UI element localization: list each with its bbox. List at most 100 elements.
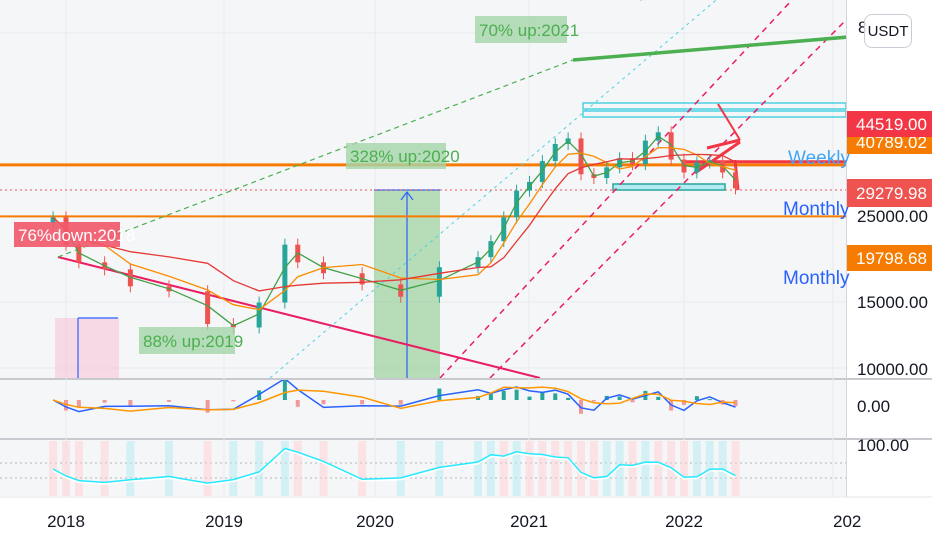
oscillator-background-bar <box>512 441 521 496</box>
zone-label-monthly: Monthly <box>783 199 850 220</box>
oscillator-pane <box>0 440 846 496</box>
oscillator-background-bar <box>280 441 289 496</box>
macd-histogram-bar <box>733 400 738 407</box>
oscillator-background-bar <box>628 441 637 496</box>
price-badge-44519-box <box>847 111 932 137</box>
macd-histogram-bar <box>553 393 558 400</box>
moving-average-orange <box>52 146 736 311</box>
macd-histogram-bar <box>630 400 635 403</box>
overlays-layer <box>52 135 736 327</box>
oscillator-background-bar <box>731 441 740 496</box>
macd-histogram-bar <box>514 389 519 400</box>
macd-histogram-bar <box>694 396 699 400</box>
oscillator-background-bar <box>396 441 405 496</box>
macd-histogram-bar <box>591 400 596 402</box>
oscillator-background-bar <box>680 441 688 496</box>
price-badge-19798-label: 19798.68 <box>856 249 927 268</box>
oscillator-background-bar <box>165 441 173 496</box>
x-tick-label: 2019 <box>205 512 243 531</box>
oscillator-background-bar <box>62 441 70 496</box>
macd-tick-label: 0.00 <box>857 397 890 416</box>
x-tick-label: 2021 <box>510 512 548 531</box>
moving-average-green <box>52 135 736 327</box>
price-badge-44519: 44519.00 <box>847 111 932 137</box>
candle-body <box>282 244 288 303</box>
oscillator-background-bar <box>615 441 624 496</box>
oscillator-background-bar <box>293 441 302 496</box>
macd-histogram-bar <box>102 400 107 403</box>
macd-histogram-bar <box>76 400 81 407</box>
annotation-2020[interactable]: 328% up:2020 <box>346 143 460 169</box>
annotation-2019-box <box>139 327 235 354</box>
oscillator-background-bar <box>203 441 212 496</box>
annotation-2019-text: 88% up:2019 <box>143 332 243 351</box>
macd-histogram-bar <box>231 400 236 402</box>
oscillator-background-bar <box>255 441 264 496</box>
oscillator-background-bar <box>474 441 482 496</box>
measure-arrow-head <box>400 191 414 201</box>
macd-histogram-bar <box>167 400 171 402</box>
candle-body <box>50 217 56 223</box>
trendline-green-dashed <box>57 59 574 258</box>
wedge-line-3 <box>717 103 741 141</box>
price-badge-19798-box <box>847 245 932 271</box>
currency-button[interactable]: USDT <box>864 14 912 48</box>
oscillator-line-cyan <box>52 447 736 484</box>
annotation-2021[interactable]: 70% up:2021 <box>475 16 579 43</box>
wedge-line-1 <box>706 138 741 150</box>
zone-cyan-bottom <box>612 183 726 191</box>
oscillator-background-bar <box>564 441 573 496</box>
oscillator-background-bar <box>577 441 585 496</box>
x-tick-label: 2022 <box>665 512 703 531</box>
y-tick-label: 8 <box>858 18 867 37</box>
annotation-2021-box <box>475 16 567 43</box>
annotation-2018-text: 76%down:2018 <box>18 226 135 245</box>
candle-body <box>668 132 674 160</box>
annotation-2019[interactable]: 88% up:2019 <box>139 327 243 354</box>
trendline-green-top <box>572 35 846 62</box>
oscillator-background-bar <box>551 441 560 496</box>
price-badge-29279: 29279.98 <box>847 179 932 207</box>
macd-histogram-bar <box>437 388 442 400</box>
macd-histogram-bar <box>128 400 133 407</box>
oscillator-background-bar <box>692 441 701 496</box>
oscillator-background-bar <box>229 441 238 496</box>
candle-body <box>205 291 211 324</box>
oscillator-background-bar <box>74 441 83 496</box>
macd-histogram-bar <box>501 390 506 400</box>
trendline-2018-down <box>57 256 541 378</box>
candle-body <box>436 267 442 297</box>
price-badge-19798: 19798.68 <box>847 245 932 271</box>
oscillator-background-bar <box>654 441 663 496</box>
macd-histogram-bar <box>656 396 661 400</box>
oscillator-background-bar <box>49 441 58 496</box>
macd-histogram-bar <box>205 400 210 413</box>
oscillator-tick-label: 100.00 <box>857 436 909 455</box>
oscillator-layer <box>0 441 846 496</box>
macd-histogram-bar <box>682 400 686 405</box>
wedge-line-2 <box>694 140 741 175</box>
zone-cyan-mid <box>582 110 846 118</box>
x-tick-label: 2020 <box>356 512 394 531</box>
trendline-pink-dashed-2 <box>489 19 846 378</box>
macd-histogram-bar <box>617 396 622 400</box>
annotation-2021-text: 70% up:2021 <box>479 21 579 40</box>
oscillator-background-bar <box>538 441 547 496</box>
macd-pane <box>0 380 846 438</box>
annotation-2018[interactable]: 76%down:2018 <box>14 222 135 247</box>
price-badge-40789-label: 40789.02 <box>856 133 927 152</box>
zone-cyan-top <box>582 102 846 110</box>
annotation-2018-box <box>14 222 120 247</box>
moving-average-red <box>52 153 736 292</box>
zone-label-monthly: Monthly <box>783 268 850 289</box>
annotation-2020-text: 328% up:2020 <box>350 147 460 166</box>
price-badge-29279-box <box>847 179 932 207</box>
oscillator-background-bar <box>126 441 135 496</box>
oscillator-background-bar <box>641 441 650 496</box>
candle-body <box>642 140 648 165</box>
trendline-pink-dashed-1 <box>439 0 793 378</box>
measure-box-2018 <box>55 318 119 378</box>
macd-histogram-bar <box>64 400 68 411</box>
